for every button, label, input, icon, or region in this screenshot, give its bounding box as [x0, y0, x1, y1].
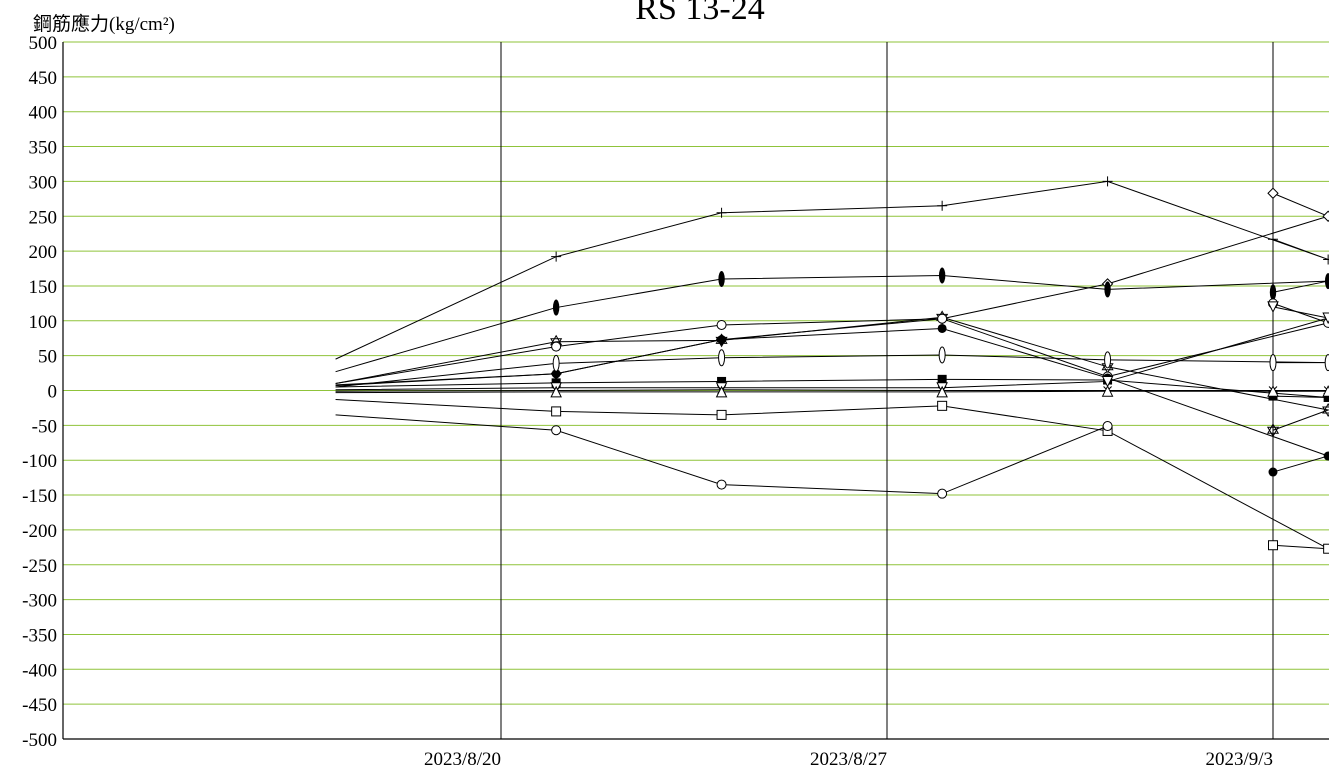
- data-point-open-square: [937, 400, 948, 411]
- data-point-open-circle: [551, 425, 562, 436]
- data-point-filled-circle: [1268, 467, 1278, 477]
- data-point-plus: [1268, 234, 1278, 245]
- data-point-open-circle: [1102, 421, 1113, 432]
- data-point-open-square: [1323, 543, 1329, 554]
- y-tick-label: -200: [22, 521, 57, 542]
- data-point-open-circle: [716, 479, 727, 490]
- data-point-filled-square: [1323, 392, 1329, 402]
- data-point-triangle-up: [1267, 385, 1279, 397]
- y-tick-label: -250: [22, 556, 57, 577]
- series-line-triangle-up: [335, 390, 1329, 394]
- data-point-filled-ellipse: [1104, 281, 1111, 298]
- y-tick-labels: 500450400350300250200150100500-50-100-15…: [22, 33, 57, 751]
- axes: [62, 42, 1329, 740]
- y-tick-label: -300: [22, 591, 57, 612]
- y-tick-label: -400: [22, 660, 57, 681]
- data-point-triangle-up: [550, 385, 562, 398]
- y-tick-label: 100: [29, 312, 58, 333]
- data-point-star-of-david: [1266, 423, 1280, 438]
- data-point-filled-ellipse: [1269, 284, 1277, 301]
- data-point-circle-open-b: [716, 319, 727, 330]
- data-point-triangle-down: [1101, 375, 1114, 388]
- data-point-triangle-down: [1322, 312, 1329, 325]
- data-point-triangle-up: [1101, 385, 1114, 397]
- data-point-filled-ellipse: [718, 270, 725, 287]
- y-tick-label: -500: [22, 730, 57, 751]
- x-tick-label: 2023/9/3: [1205, 749, 1273, 770]
- y-tick-label: 300: [29, 172, 58, 193]
- y-tick-label: -50: [32, 416, 57, 437]
- chart-title: RS 13-24: [635, 0, 765, 27]
- y-tick-label: 350: [29, 138, 58, 159]
- series-line-open-square: [335, 399, 1329, 550]
- data-point-plus: [716, 207, 727, 218]
- data-point-filled-ellipse: [1324, 273, 1329, 290]
- series-line-open-ellipse: [335, 354, 1329, 388]
- data-point-plus: [1102, 176, 1113, 187]
- y-tick-label: 200: [29, 242, 58, 263]
- data-point-filled-ellipse: [938, 267, 946, 284]
- data-point-filled-circle: [937, 323, 947, 333]
- data-point-circle-open-b: [937, 313, 948, 324]
- data-point-filled-square: [937, 374, 947, 384]
- series-markers: [550, 176, 1329, 554]
- series-line-plus: [335, 180, 1329, 360]
- data-point-triangle-up: [1322, 385, 1329, 397]
- y-tick-label: 450: [29, 68, 58, 89]
- data-point-plus: [551, 251, 562, 262]
- y-tick-label: -450: [22, 695, 57, 716]
- y-tick-label: 50: [38, 347, 57, 368]
- data-point-filled-circle: [1323, 451, 1329, 461]
- data-point-filled-square: [717, 376, 727, 386]
- data-point-filled-circle: [551, 369, 561, 379]
- y-tick-label: 250: [29, 207, 58, 228]
- data-point-open-ellipse: [1269, 354, 1277, 372]
- y-tick-label: 150: [29, 277, 58, 298]
- data-point-open-ellipse: [938, 346, 946, 364]
- data-point-open-square: [1268, 540, 1278, 551]
- series-line-filled-circle: [335, 327, 1329, 473]
- data-point-triangle-down: [1267, 301, 1279, 313]
- data-point-open-square: [551, 406, 562, 417]
- data-point-open-ellipse: [1324, 354, 1329, 372]
- data-point-open-square: [716, 409, 727, 420]
- x-tick-label: 2023/8/20: [424, 749, 501, 770]
- horizontal-gridlines: [63, 41, 1329, 740]
- y-axis-label: 鋼筋應力(kg/cm²): [33, 14, 175, 35]
- x-tick-label: 2023/8/27: [810, 749, 887, 770]
- data-point-star-of-david: [1322, 403, 1329, 418]
- data-point-plus: [1323, 254, 1329, 265]
- x-tick-labels: 2023/8/20 2023/8/27 2023/9/3: [424, 749, 1273, 770]
- data-point-triangle-up: [715, 385, 728, 398]
- y-tick-label: 400: [29, 103, 58, 124]
- series-lines: [335, 180, 1329, 550]
- data-point-circle-open-b: [551, 341, 562, 352]
- data-point-diamond: [1267, 187, 1279, 199]
- y-tick-label: -100: [22, 451, 57, 472]
- data-point-diamond: [1322, 210, 1329, 222]
- data-point-open-circle: [937, 488, 948, 499]
- y-tick-label: 500: [29, 33, 58, 54]
- data-point-plus: [937, 200, 948, 211]
- y-tick-label: -350: [22, 625, 57, 646]
- y-tick-label: -150: [22, 486, 57, 507]
- data-point-open-ellipse: [552, 354, 560, 372]
- data-point-filled-ellipse: [552, 299, 560, 316]
- y-tick-label: 0: [48, 382, 58, 403]
- data-point-open-ellipse: [1104, 351, 1112, 369]
- data-point-open-ellipse: [718, 349, 726, 367]
- data-point-filled-circle: [717, 335, 727, 345]
- data-point-triangle-up: [936, 385, 948, 398]
